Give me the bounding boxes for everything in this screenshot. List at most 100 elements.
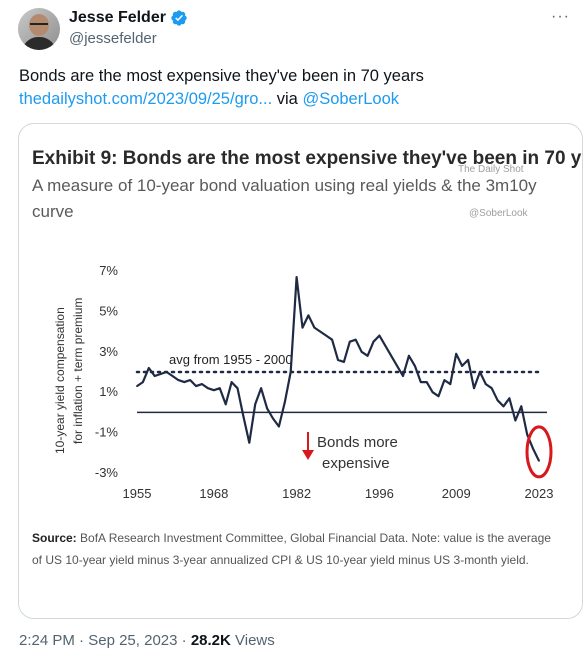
series-point bbox=[354, 338, 357, 341]
verified-badge-icon bbox=[171, 10, 187, 26]
author-name-row[interactable]: Jesse Felder bbox=[69, 8, 188, 28]
y-axis-ticks: 7% 5% 3% 1% -1% -3% bbox=[95, 263, 119, 480]
series-point bbox=[496, 399, 499, 402]
separator: · bbox=[79, 632, 85, 649]
series-point bbox=[484, 383, 487, 385]
author-name[interactable]: Jesse Felder bbox=[69, 9, 166, 26]
series-point bbox=[142, 381, 144, 383]
source-text: BofA Research Investment Committee, Glob… bbox=[32, 531, 551, 567]
average-line-label: avg from 1955 - 2000 bbox=[169, 352, 293, 367]
series-point bbox=[337, 359, 339, 361]
y-axis-title-line1: 10-year yield compensation bbox=[53, 307, 67, 454]
author-handle[interactable]: @jessefelder bbox=[69, 30, 157, 47]
series-point bbox=[538, 460, 540, 462]
series-point bbox=[467, 359, 469, 361]
series-point bbox=[272, 417, 274, 420]
series-point bbox=[283, 401, 286, 404]
more-options-icon[interactable]: ··· bbox=[551, 8, 570, 25]
series-point bbox=[195, 385, 198, 387]
series-point bbox=[266, 407, 268, 410]
series-point bbox=[230, 381, 233, 383]
y-tick-label: 5% bbox=[99, 303, 118, 318]
x-tick-label: 1968 bbox=[199, 486, 228, 501]
series-point bbox=[378, 334, 381, 337]
watermark-soberlook: @SoberLook bbox=[469, 208, 528, 219]
series-point bbox=[431, 391, 434, 394]
series-point bbox=[461, 365, 463, 367]
mention-link[interactable]: @SoberLook bbox=[302, 90, 400, 108]
tweet-time[interactable]: 2:24 PM bbox=[19, 632, 75, 649]
series-point bbox=[343, 361, 345, 363]
separator: · bbox=[181, 632, 187, 649]
series-point bbox=[360, 350, 363, 353]
series-point bbox=[278, 425, 280, 428]
tweet-date[interactable]: Sep 25, 2023 bbox=[88, 632, 178, 649]
chart-source: Source: BofA Research Investment Committ… bbox=[32, 527, 562, 571]
series-point bbox=[508, 397, 511, 400]
series-point bbox=[325, 334, 328, 337]
highlight-ellipse bbox=[525, 425, 553, 479]
series-point bbox=[224, 403, 227, 406]
series-point bbox=[437, 395, 440, 398]
series-point bbox=[331, 338, 333, 341]
series-point bbox=[384, 344, 387, 347]
via-text: via bbox=[276, 90, 298, 108]
series-point bbox=[295, 276, 298, 278]
series-point bbox=[177, 379, 180, 381]
annotation-line2: expensive bbox=[322, 455, 390, 472]
series-point bbox=[449, 383, 452, 385]
series-point bbox=[218, 387, 221, 390]
series-point bbox=[348, 340, 351, 343]
series-point bbox=[147, 367, 150, 369]
series-point bbox=[165, 371, 168, 373]
x-tick-label: 2009 bbox=[442, 486, 471, 501]
series-point bbox=[526, 433, 529, 436]
tweet-link[interactable]: thedailyshot.com/2023/09/25/gro... bbox=[19, 90, 273, 108]
series-point bbox=[313, 326, 316, 329]
series-point bbox=[159, 373, 162, 375]
series-point bbox=[532, 447, 534, 450]
watermark-dailyshot: The Daily Shot bbox=[458, 164, 524, 175]
series-point bbox=[183, 381, 186, 383]
series-points bbox=[136, 276, 540, 462]
media-card[interactable]: Exhibit 9: Bonds are the most expensive … bbox=[18, 123, 583, 619]
y-tick-label: -3% bbox=[95, 465, 119, 480]
views-count[interactable]: 28.2K bbox=[190, 632, 231, 649]
series-point bbox=[479, 371, 481, 373]
y-tick-label: -1% bbox=[95, 425, 119, 440]
avatar[interactable] bbox=[18, 8, 60, 50]
series-point bbox=[390, 354, 393, 357]
series-point bbox=[490, 387, 493, 390]
series-point bbox=[189, 379, 192, 381]
y-tick-label: 7% bbox=[99, 263, 118, 278]
y-tick-label: 1% bbox=[99, 384, 118, 399]
series-point bbox=[307, 314, 310, 317]
y-tick-label: 3% bbox=[99, 344, 118, 359]
line-chart: 10-year yield compensation for inflation… bbox=[53, 263, 554, 501]
series-point bbox=[366, 354, 369, 357]
series-point bbox=[260, 387, 262, 390]
y-axis-title: 10-year yield compensation for inflation… bbox=[53, 298, 85, 454]
chart-subtitle-line1: A measure of 10-year bond valuation usin… bbox=[32, 176, 537, 195]
series-point bbox=[408, 354, 410, 357]
series-point bbox=[136, 385, 138, 387]
x-tick-label: 1996 bbox=[365, 486, 394, 501]
chart-subtitle-line2: curve bbox=[32, 202, 74, 221]
series-point bbox=[319, 330, 322, 333]
series-point bbox=[455, 352, 458, 355]
series-point bbox=[201, 383, 203, 385]
x-tick-label: 1955 bbox=[123, 486, 152, 501]
series-point bbox=[419, 381, 422, 383]
views-label: Views bbox=[235, 632, 275, 649]
x-axis-ticks: 1955 1968 1982 1996 2009 2023 bbox=[123, 486, 554, 501]
series-point bbox=[207, 387, 209, 390]
chart-title: Exhibit 9: Bonds are the most expensive … bbox=[32, 148, 583, 169]
series-point bbox=[213, 389, 215, 392]
series-point bbox=[414, 365, 416, 367]
series-point bbox=[301, 326, 304, 329]
x-tick-label: 2023 bbox=[525, 486, 554, 501]
series-point bbox=[396, 365, 398, 367]
series-point bbox=[402, 375, 404, 377]
x-tick-label: 1982 bbox=[282, 486, 311, 501]
